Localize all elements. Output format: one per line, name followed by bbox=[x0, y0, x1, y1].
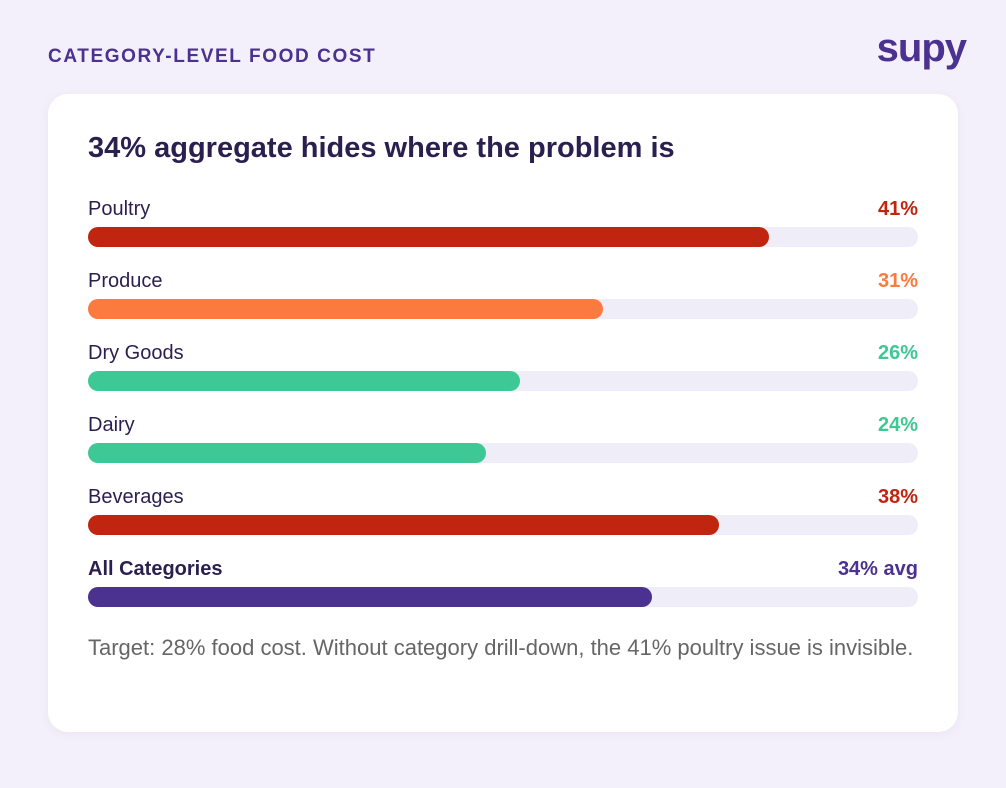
category-label: All Categories bbox=[88, 558, 223, 580]
bar bbox=[88, 299, 603, 319]
bar-track bbox=[88, 371, 918, 391]
card: 34% aggregate hides where the problem is… bbox=[48, 94, 958, 732]
value-label: 41% bbox=[877, 198, 918, 220]
chart-title: 34% aggregate hides where the problem is bbox=[88, 132, 675, 164]
footnote: Target: 28% food cost. Without category … bbox=[88, 635, 914, 660]
category-label: Dairy bbox=[88, 414, 135, 436]
value-label: 24% bbox=[877, 414, 918, 436]
category-label: Dry Goods bbox=[88, 342, 184, 364]
category-label: Beverages bbox=[88, 486, 184, 508]
bar bbox=[88, 227, 769, 247]
value-label: 34% avg bbox=[837, 558, 918, 580]
value-label: 31% bbox=[877, 270, 918, 292]
category-label: Produce bbox=[88, 270, 163, 292]
bar-track bbox=[88, 443, 918, 463]
bar bbox=[88, 371, 520, 391]
bar-track bbox=[88, 515, 918, 535]
category-label: Poultry bbox=[88, 198, 151, 220]
bar-track bbox=[88, 587, 918, 607]
value-label: 38% bbox=[877, 486, 918, 508]
bar bbox=[88, 443, 487, 463]
bar-track bbox=[88, 227, 918, 247]
bar bbox=[88, 515, 719, 535]
header-label: CATEGORY-LEVEL FOOD COST bbox=[48, 46, 377, 67]
value-label: 26% bbox=[877, 342, 918, 364]
logo: supy bbox=[876, 26, 967, 70]
bar bbox=[88, 587, 653, 607]
bar-track bbox=[88, 299, 918, 319]
